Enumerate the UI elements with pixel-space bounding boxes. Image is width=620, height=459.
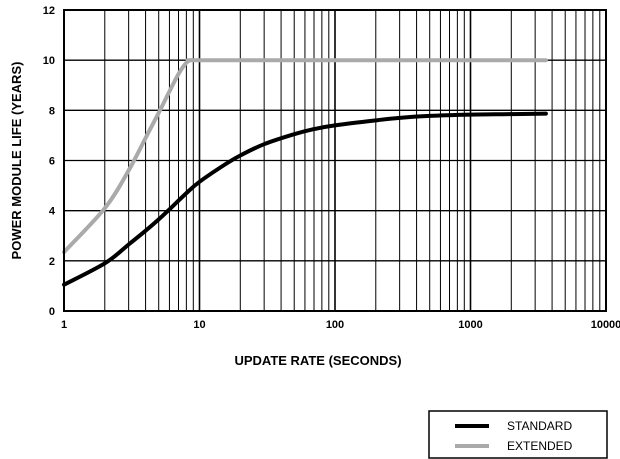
- grid: [64, 10, 606, 311]
- x-axis-title: UPDATE RATE (SECONDS): [234, 353, 401, 368]
- y-tick-label: 8: [49, 105, 55, 117]
- y-axis-title: POWER MODULE LIFE (YEARS): [9, 62, 24, 260]
- x-tick-label: 10: [193, 319, 205, 331]
- legend-label-extended: EXTENDED: [507, 439, 573, 453]
- series-line-extended: [62, 57, 548, 255]
- y-tick-label: 12: [43, 5, 55, 17]
- legend-box: [428, 410, 608, 459]
- plot-frame: [63, 9, 607, 312]
- legend-label-standard: STANDARD: [507, 419, 572, 433]
- series-lines: [62, 57, 548, 287]
- x-tick-label: 1: [61, 319, 67, 331]
- y-tick-label: 4: [49, 206, 56, 218]
- y-tick-labels: 0 2 4 6 8 10 12: [43, 5, 56, 318]
- y-tick-label: 0: [49, 306, 55, 318]
- x-tick-label: 10000: [591, 319, 620, 331]
- series-line-standard: [62, 111, 548, 287]
- y-tick-label: 10: [43, 55, 55, 67]
- x-tick-label: 1000: [458, 319, 482, 331]
- y-tick-label: 6: [49, 156, 55, 168]
- y-tick-label: 2: [49, 256, 55, 268]
- legend: STANDARD EXTENDED: [428, 410, 608, 459]
- x-tick-labels: 1 10 100 1000 10000: [61, 319, 620, 331]
- x-tick-label: 100: [326, 319, 344, 331]
